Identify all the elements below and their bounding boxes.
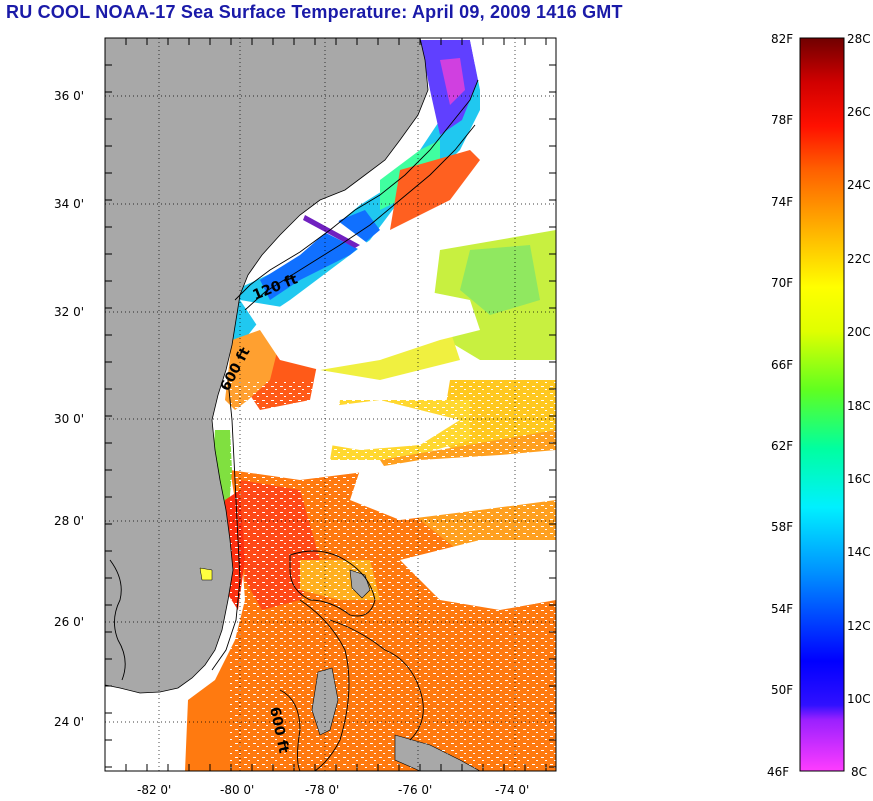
- f-label: 62F: [771, 439, 793, 453]
- f-label: 78F: [771, 113, 793, 127]
- lat-label: 32 0': [54, 305, 84, 319]
- c-label: 14C: [847, 545, 871, 559]
- f-label: 50F: [771, 683, 793, 697]
- lon-label: -74 0': [495, 783, 529, 797]
- lon-label: -76 0': [398, 783, 432, 797]
- colorbar-gradient: [799, 37, 845, 772]
- cloud-speckle: [230, 380, 556, 771]
- map-title: RU COOL NOAA-17 Sea Surface Temperature:…: [6, 2, 623, 22]
- f-label: 70F: [771, 276, 793, 290]
- latitude-labels: 36 0' 34 0' 32 0' 30 0' 28 0' 26 0' 24 0…: [54, 89, 84, 729]
- f-label: 82F: [771, 32, 793, 46]
- land-mass: [105, 38, 481, 771]
- f-label: 74F: [771, 195, 793, 209]
- map-frame: [104, 37, 557, 772]
- c-label: 28C: [847, 32, 871, 46]
- c-label: 8C: [851, 765, 867, 779]
- lat-label: 36 0': [54, 89, 84, 103]
- f-label: 54F: [771, 602, 793, 616]
- c-label: 24C: [847, 178, 871, 192]
- lon-label: -78 0': [305, 783, 339, 797]
- c-label: 12C: [847, 619, 871, 633]
- colorbar: 82F 78F 74F 70F 66F 62F 58F 54F 50F 46F …: [767, 32, 871, 779]
- c-label: 20C: [847, 325, 871, 339]
- c-label: 22C: [847, 252, 871, 266]
- lat-label: 28 0': [54, 514, 84, 528]
- c-label: 18C: [847, 399, 871, 413]
- c-label: 16C: [847, 472, 871, 486]
- colorbar-f-labels: 82F 78F 74F 70F 66F 62F 58F 54F 50F 46F: [767, 32, 793, 779]
- bathymetry-contours: [109, 79, 479, 771]
- lon-label: -80 0': [220, 783, 254, 797]
- f-label: 58F: [771, 520, 793, 534]
- f-label: 46F: [767, 765, 789, 779]
- f-label: 66F: [771, 358, 793, 372]
- lat-label: 30 0': [54, 412, 84, 426]
- c-label: 10C: [847, 692, 871, 706]
- lon-label: -82 0': [137, 783, 171, 797]
- c-label: 26C: [847, 105, 871, 119]
- lat-label: 34 0': [54, 197, 84, 211]
- lat-label: 26 0': [54, 615, 84, 629]
- lat-label: 24 0': [54, 715, 84, 729]
- longitude-labels: -82 0' -80 0' -78 0' -76 0' -74 0': [137, 783, 529, 797]
- colorbar-c-labels: 28C 26C 24C 22C 20C 18C 16C 14C 12C 10C …: [847, 32, 871, 779]
